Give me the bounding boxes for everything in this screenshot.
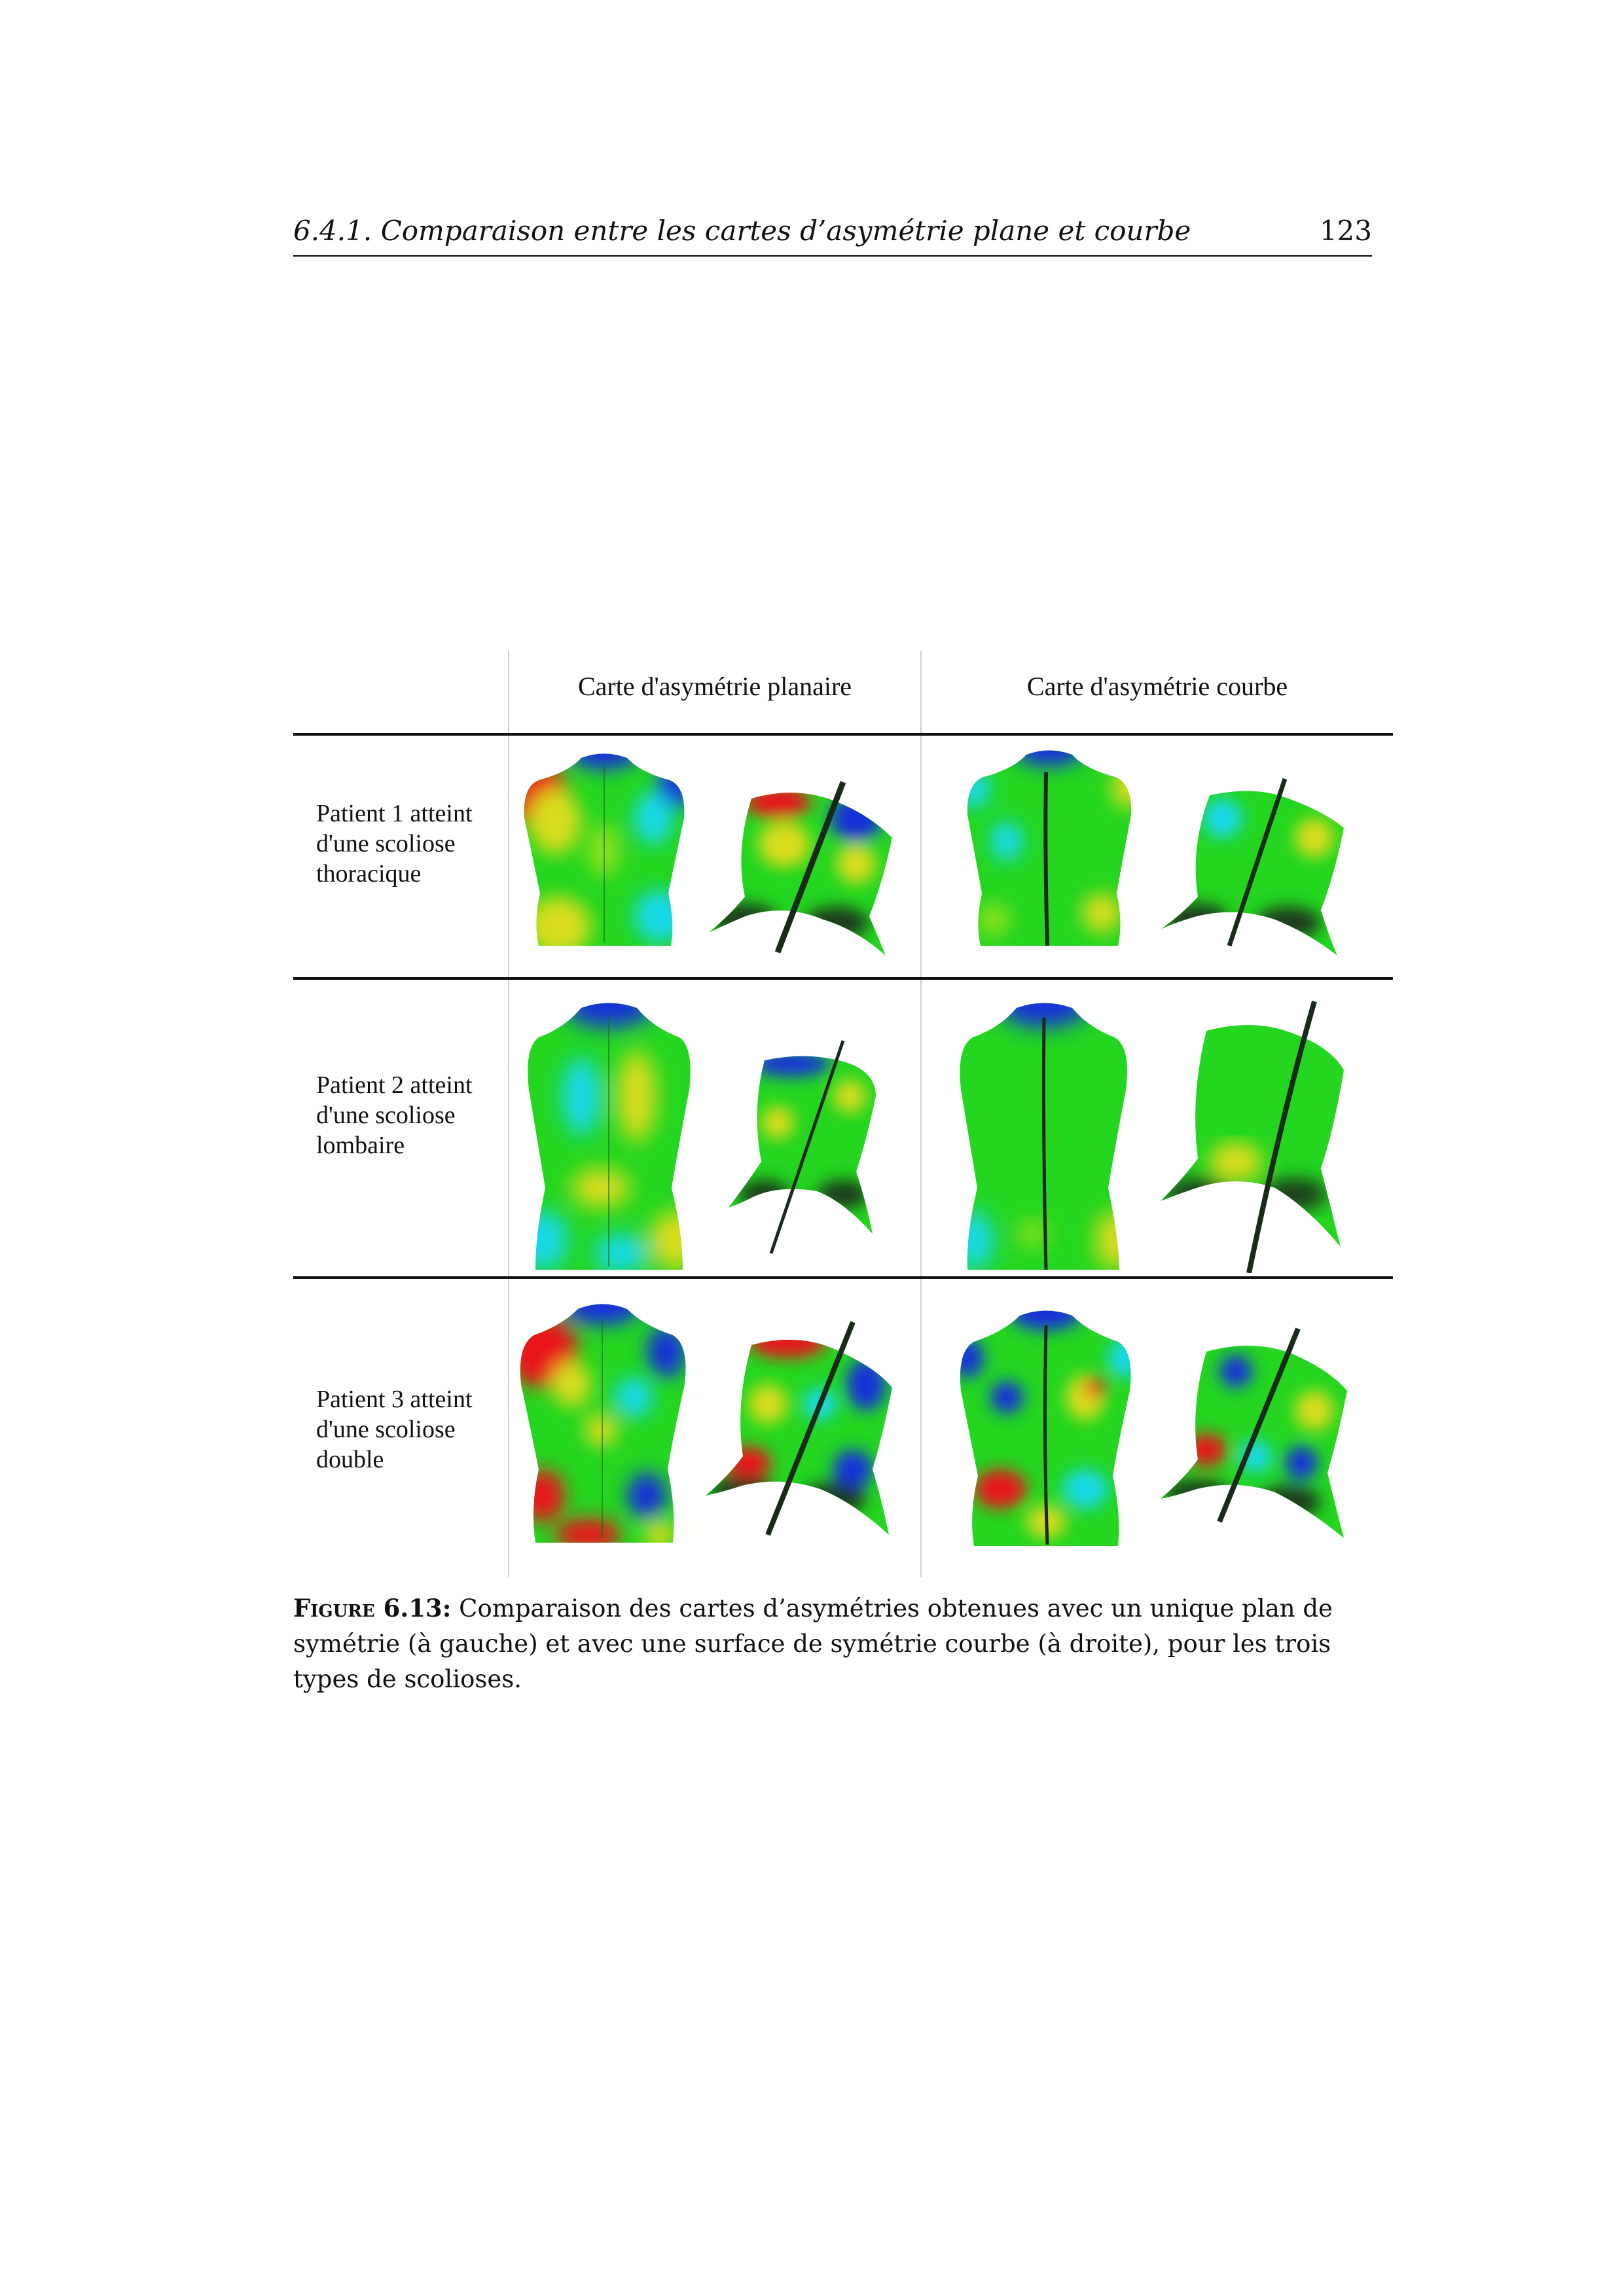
row-label-patient-2: Patient 2 atteint d'une scoliose lombair… <box>316 1070 473 1160</box>
column-divider <box>920 651 922 1577</box>
row-label-line: lombaire <box>316 1132 405 1159</box>
row-divider <box>293 1276 1393 1279</box>
row-divider <box>293 733 1393 736</box>
row-label-patient-1: Patient 1 atteint d'une scoliose thoraci… <box>316 798 473 889</box>
torso-back-courbe-patient-3 <box>954 1306 1138 1548</box>
column-divider <box>508 651 509 1577</box>
torso-3d-courbe-patient-1 <box>1157 766 1354 962</box>
torso-back-planaire-patient-2 <box>522 998 696 1273</box>
row-label-line: Patient 2 atteint <box>316 1071 473 1099</box>
row-label-line: d'une scoliose <box>316 830 456 857</box>
torso-back-planaire-patient-3 <box>516 1299 689 1545</box>
column-header-planaire: Carte d'asymétrie planaire <box>577 672 852 701</box>
torso-3d-planaire-patient-3 <box>702 1319 905 1541</box>
row-label-line: double <box>316 1446 384 1473</box>
row-label-patient-3: Patient 3 atteint d'une scoliose double <box>316 1384 473 1475</box>
torso-back-courbe-patient-2 <box>954 998 1134 1273</box>
row-label-line: Patient 1 atteint <box>316 800 473 827</box>
figure-label: Figure 6.13: <box>293 1594 452 1623</box>
torso-3d-courbe-patient-3 <box>1157 1325 1360 1548</box>
caption-text: Comparaison des cartes d’asymétries obte… <box>293 1594 1333 1693</box>
torso-back-courbe-patient-1 <box>961 743 1138 952</box>
torso-back-planaire-patient-1 <box>519 746 689 949</box>
row-label-line: Patient 3 atteint <box>316 1386 473 1413</box>
torso-3d-planaire-patient-2 <box>725 1037 882 1260</box>
row-label-line: thoracique <box>316 860 422 888</box>
page-number: 123 <box>1319 215 1372 247</box>
row-label-line: d'une scoliose <box>316 1102 456 1129</box>
running-header: 6.4.1. Comparaison entre les cartes d’as… <box>293 208 1372 257</box>
row-divider <box>293 977 1393 980</box>
figure-table: Carte d'asymétrie planaire Carte d'asymé… <box>293 651 1393 1577</box>
section-title: 6.4.1. Comparaison entre les cartes d’as… <box>293 215 1191 247</box>
torso-3d-planaire-patient-1 <box>706 766 902 962</box>
row-label-line: d'une scoliose <box>316 1416 456 1443</box>
torso-3d-courbe-patient-2 <box>1157 998 1354 1273</box>
figure-caption: Figure 6.13: Comparaison des cartes d’as… <box>293 1590 1372 1697</box>
column-header-courbe: Carte d'asymétrie courbe <box>1026 672 1288 701</box>
